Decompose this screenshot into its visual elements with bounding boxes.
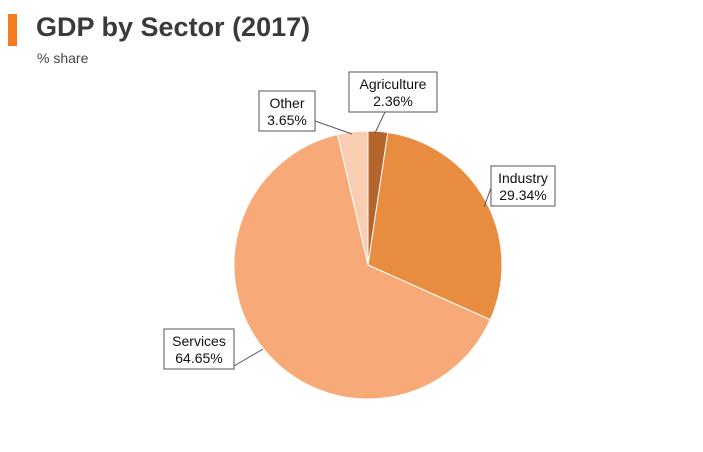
- slice-name-services: Services: [172, 333, 226, 349]
- chart-subtitle: % share: [37, 50, 89, 66]
- label-connector-agriculture: [374, 111, 386, 134]
- pie-slice-industry: [367, 131, 503, 321]
- slice-name-agriculture: Agriculture: [360, 76, 427, 92]
- label-connector-other: [314, 120, 353, 135]
- pie-slice-other: [336, 130, 369, 266]
- slice-value-industry: 29.34%: [499, 187, 546, 203]
- title-accent-bar: [8, 14, 17, 46]
- label-box-agriculture: [348, 71, 438, 113]
- slice-name-other: Other: [269, 95, 304, 111]
- slice-value-services: 64.65%: [175, 350, 222, 366]
- label-connector-industry: [483, 187, 492, 208]
- label-box-other: [258, 90, 316, 132]
- label-box-services: [163, 328, 235, 370]
- chart-title: GDP by Sector (2017): [36, 12, 311, 42]
- slice-name-industry: Industry: [498, 170, 548, 186]
- label-connector-services: [233, 348, 264, 367]
- pie-slices: [233, 130, 503, 400]
- pie-slice-services: [233, 133, 491, 400]
- label-box-industry: [490, 165, 556, 207]
- slice-value-other: 3.65%: [267, 112, 307, 128]
- slice-value-agriculture: 2.36%: [373, 93, 413, 109]
